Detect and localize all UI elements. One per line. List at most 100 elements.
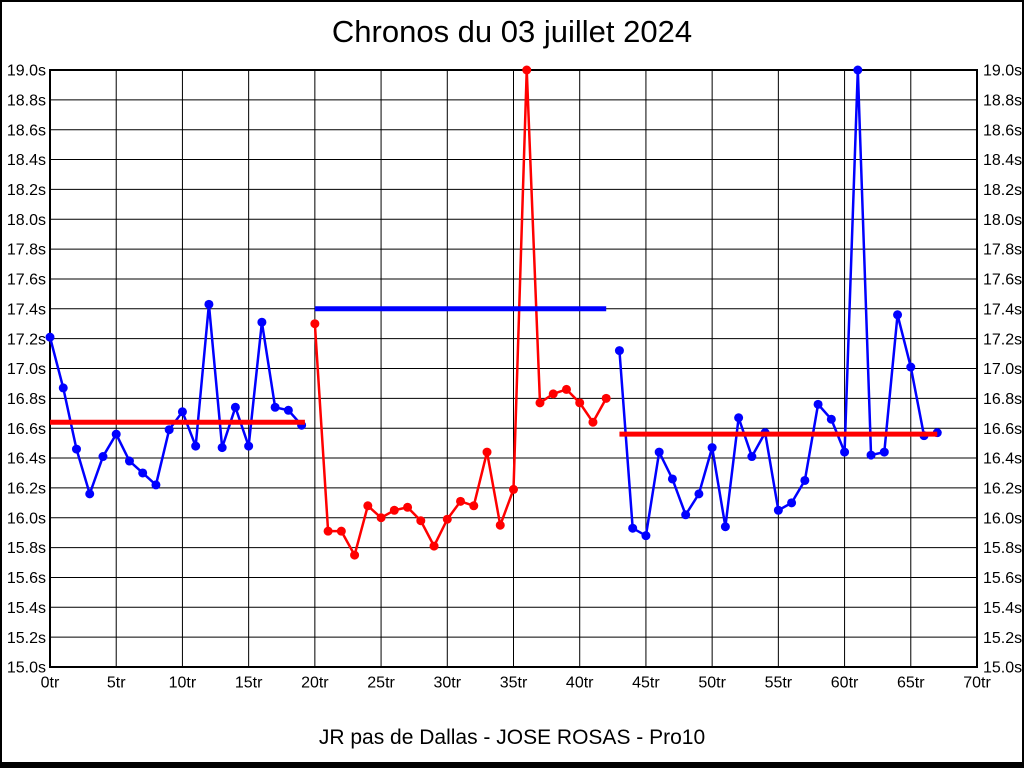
stint-1-lap-times-point: [164, 425, 174, 435]
y-axis-label-left: 17.8s: [7, 242, 46, 259]
x-axis-label: 70tr: [963, 675, 991, 692]
stint-3-lap-times-point: [667, 474, 677, 484]
stint-2-lap-times-point: [416, 516, 426, 526]
y-axis-label-left: 16.0s: [7, 510, 46, 527]
stint-3-lap-times-point: [773, 505, 783, 515]
x-axis-label: 30tr: [433, 675, 461, 692]
y-axis-label-right: 15.2s: [983, 630, 1022, 647]
stint-1-lap-times-point: [138, 468, 148, 478]
stint-3-lap-times-point: [747, 452, 757, 462]
stint-2-lap-times-point: [363, 501, 373, 511]
x-axis-label: 45tr: [632, 675, 660, 692]
y-axis-label-right: 17.0s: [983, 361, 1022, 378]
y-axis-label-right: 17.8s: [983, 242, 1022, 259]
y-axis-label-right: 17.4s: [983, 301, 1022, 318]
stint-2-lap-times-point: [575, 398, 585, 408]
stint-3-lap-times-point: [628, 523, 638, 533]
stint-1-lap-times-point: [151, 480, 161, 490]
stint-1-lap-times-point: [270, 402, 280, 412]
y-axis-label-left: 15.8s: [7, 540, 46, 557]
stint-1-lap-times-point: [244, 441, 254, 451]
y-axis-label-right: 15.4s: [983, 600, 1022, 617]
stint-3-lap-times-point: [641, 531, 651, 541]
stint-3-lap-times-point: [654, 447, 664, 457]
x-axis-label: 40tr: [566, 675, 594, 692]
stint-2-lap-times-point: [469, 501, 479, 511]
y-axis-label-right: 18.4s: [983, 152, 1022, 169]
x-axis-label: 0tr: [41, 675, 60, 692]
y-axis-label-right: 16.4s: [983, 451, 1022, 468]
stint-3-lap-times-point: [720, 522, 730, 532]
y-axis-label-left: 16.2s: [7, 481, 46, 498]
stint-2-lap-times-point: [561, 384, 571, 394]
chart-title: Chronos du 03 juillet 2024: [331, 14, 693, 49]
y-axis-label-right: 16.8s: [983, 391, 1022, 408]
stint-1-lap-times-point: [71, 444, 81, 454]
y-axis-label-right: 18.8s: [983, 92, 1022, 109]
stint-3-lap-times-point: [694, 489, 704, 499]
stint-1-lap-times-point: [230, 402, 240, 412]
y-axis-label-right: 17.2s: [983, 331, 1022, 348]
stint-3-lap-times-point: [853, 65, 863, 75]
stint-2-lap-times-point: [535, 398, 545, 408]
y-axis-label-left: 17.4s: [7, 301, 46, 318]
stint-3-lap-times-point: [826, 414, 836, 424]
stint-3-lap-times-point: [681, 510, 691, 520]
x-axis-label: 10tr: [169, 675, 197, 692]
stint-2-lap-times-point: [548, 389, 558, 399]
stint-2-lap-times-point: [482, 447, 492, 457]
stint-2-lap-times-line: [313, 69, 608, 559]
stint-2-lap-times-point: [389, 505, 399, 515]
stint-1-lap-times-point: [58, 383, 68, 393]
x-axis-label: 60tr: [831, 675, 859, 692]
y-axis-label-right: 16.6s: [983, 421, 1022, 438]
stint-1-lap-times-point: [98, 452, 108, 462]
y-axis-label-left: 16.6s: [7, 421, 46, 438]
y-axis-label-left: 17.0s: [7, 361, 46, 378]
y-axis-label-right: 17.6s: [983, 272, 1022, 289]
stint-1-lap-times-point: [257, 317, 267, 327]
y-axis-label-right: 18.0s: [983, 212, 1022, 229]
stint-1-lap-times-point: [85, 489, 95, 499]
stint-2-lap-times-point: [376, 513, 386, 523]
stint-1-lap-times-point: [177, 407, 187, 417]
plot-border: [49, 69, 978, 668]
stint-2-lap-times-point: [522, 65, 532, 75]
y-axis-label-left: 15.0s: [7, 660, 46, 677]
stint-1-lap-times-point: [204, 299, 214, 309]
stint-2-lap-times-point: [336, 526, 346, 536]
stint-2-lap-times-point: [442, 514, 452, 524]
stint-2-lap-times-point: [323, 526, 333, 536]
stint-3-lap-times-point: [787, 498, 797, 508]
y-axis-label-left: 18.0s: [7, 212, 46, 229]
stint-2-lap-times-point: [588, 417, 598, 427]
x-axis-label: 25tr: [367, 675, 395, 692]
y-axis-label-left: 18.6s: [7, 122, 46, 139]
stint-2-lap-times-point: [403, 502, 413, 512]
stint-1-lap-times-line: [48, 304, 303, 498]
stint-1-lap-times-point: [45, 332, 55, 342]
y-axis-label-right: 16.0s: [983, 510, 1022, 527]
y-axis-label-left: 15.4s: [7, 600, 46, 617]
x-axis-label: 65tr: [897, 675, 925, 692]
stint-1-lap-times-point: [217, 443, 227, 453]
stint-3-lap-times-point: [893, 310, 903, 320]
stint-3-lap-times-point: [614, 346, 624, 356]
stint-2-lap-times-point: [350, 550, 360, 560]
y-axis-label-left: 18.8s: [7, 92, 46, 109]
y-axis-label-right: 15.8s: [983, 540, 1022, 557]
stint-1-lap-times-point: [111, 429, 121, 439]
y-axis-label-left: 16.4s: [7, 451, 46, 468]
y-axis-label-left: 18.4s: [7, 152, 46, 169]
stint-3-lap-times-point: [840, 447, 850, 457]
y-axis-label-left: 17.6s: [7, 272, 46, 289]
stint-1-lap-times-point: [191, 441, 201, 451]
stint-3-lap-times-point: [813, 399, 823, 409]
stint-3-lap-times-point: [800, 475, 810, 485]
y-axis-label-right: 15.6s: [983, 570, 1022, 587]
y-axis-label-left: 15.2s: [7, 630, 46, 647]
stint-1-lap-times-point: [124, 456, 134, 466]
y-axis-label-left: 17.2s: [7, 331, 46, 348]
